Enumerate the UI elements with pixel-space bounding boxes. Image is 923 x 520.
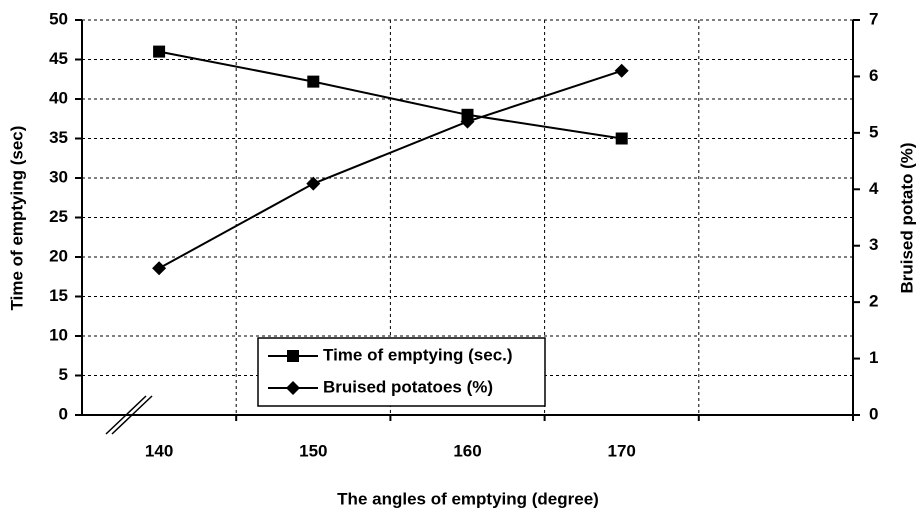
y-tick-label: 35 <box>49 128 68 147</box>
axis-break <box>105 395 147 435</box>
legend-label: Bruised potatoes (%) <box>323 377 493 396</box>
y2-tick-label: 5 <box>869 122 878 141</box>
series-line <box>158 50 622 140</box>
y-tick-label: 40 <box>49 88 68 107</box>
square-marker <box>287 350 299 362</box>
y2-tick-label: 0 <box>869 404 878 423</box>
x-tick-label: 160 <box>453 441 481 460</box>
y-tick-label: 0 <box>59 404 68 423</box>
y-tick-label: 20 <box>49 246 68 265</box>
y2-tick-label: 2 <box>869 292 878 311</box>
y2-tick-label: 7 <box>869 9 878 28</box>
series-line <box>158 69 623 270</box>
diamond-marker <box>460 114 475 129</box>
x-axis-title: The angles of emptying (degree) <box>337 489 599 508</box>
y-tick-label: 30 <box>49 167 68 186</box>
y-tick-label: 25 <box>49 207 68 226</box>
square-marker <box>615 132 628 145</box>
x-tick-label: 140 <box>145 441 173 460</box>
legend: Time of emptying (sec.) Bruised potatoes … <box>257 337 546 407</box>
square-marker <box>307 75 320 88</box>
y-tick-label: 10 <box>49 325 68 344</box>
x-tick-label: 170 <box>608 441 636 460</box>
legend-label: Time of emptying (sec.) <box>323 345 513 364</box>
y2-tick-label: 3 <box>869 235 878 254</box>
y2-tick-label: 1 <box>869 348 878 367</box>
y-tick-label: 50 <box>49 9 68 28</box>
diamond-marker <box>614 63 629 78</box>
y-tick-label: 15 <box>49 286 68 305</box>
y2-axis-title: Bruised potato (%) <box>897 142 916 293</box>
y2-tick-label: 4 <box>869 179 879 198</box>
diamond-marker <box>152 261 167 276</box>
legend-box <box>257 337 546 407</box>
y2-tick-label: 6 <box>869 66 878 85</box>
diamond-marker <box>306 176 321 191</box>
y-tick-label: 5 <box>59 365 68 384</box>
diamond-marker <box>286 381 300 395</box>
y-tick-label: 45 <box>49 49 68 68</box>
axis-break <box>111 395 153 435</box>
square-marker <box>153 45 166 58</box>
y-axis-title: Time of emptying (sec) <box>7 126 26 311</box>
x-tick-label: 150 <box>299 441 327 460</box>
